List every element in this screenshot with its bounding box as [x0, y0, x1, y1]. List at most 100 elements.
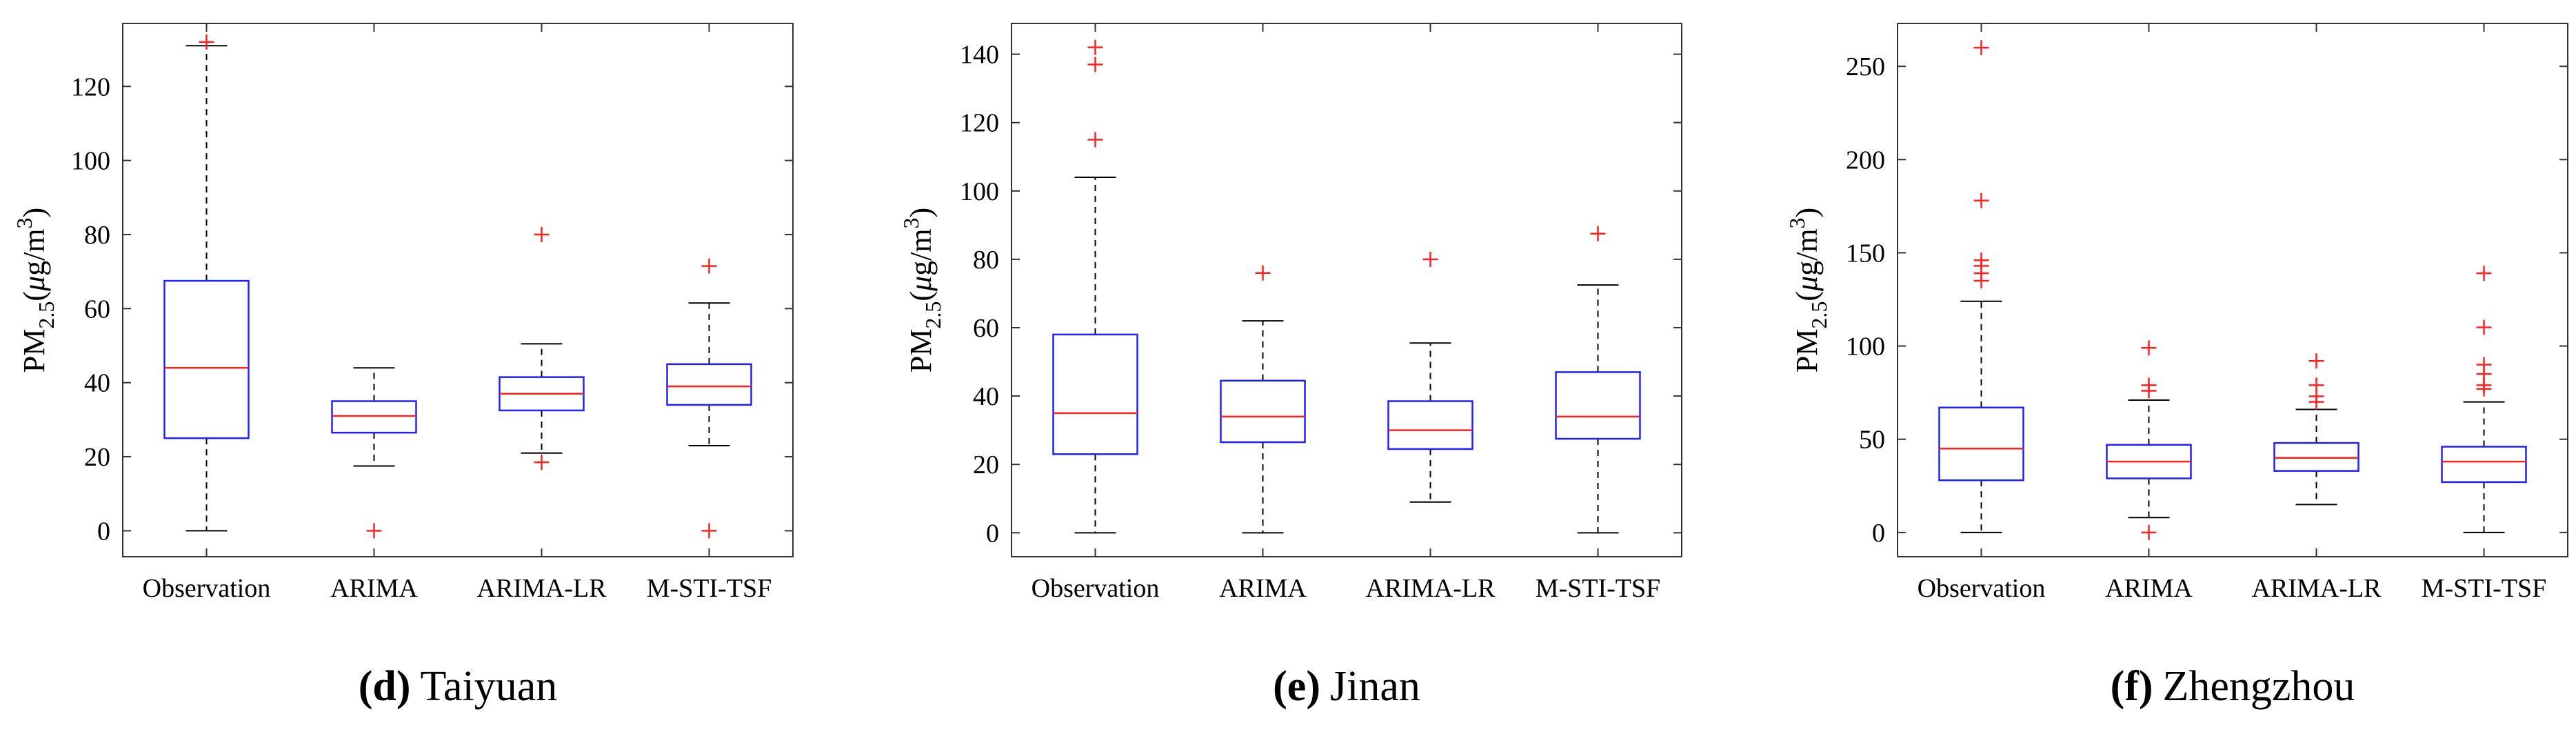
outlier-marker [701, 258, 717, 274]
outlier-marker [534, 455, 550, 470]
outlier-marker [534, 226, 550, 242]
outlier-marker [1973, 192, 1989, 208]
iqr-box [2273, 442, 2359, 472]
y-axis-label-ylabel-mu: μ [1790, 276, 1824, 292]
y-axis-label-ylabel-unit: g/m [1790, 228, 1824, 275]
y-axis-label-ylabel: PM [1790, 329, 1824, 373]
x-category-label: ARIMA [330, 574, 418, 603]
y-tick-label: 0 [986, 519, 999, 548]
caption-letter: (e) [1273, 663, 1320, 710]
y-tick-label: 100 [1846, 333, 1885, 361]
x-category-label: ARIMA-LR [477, 574, 607, 603]
panel-jinan: 0 20 40 60 80 100 120 140 Observation ARIMA ARIMA-… [898, 23, 1682, 710]
y-axis-label-ylabel-sup: 3 [12, 217, 37, 228]
x-category-label: M-STI-TSF [647, 574, 772, 603]
x-category-label: ARIMA-LR [2252, 574, 2382, 603]
outlier-marker [2141, 377, 2157, 393]
x-category-label: ARIMA-LR [1366, 574, 1496, 603]
y-axis-label-ylabel-sup: 3 [1784, 217, 1809, 228]
y-tick-label: 50 [1859, 426, 1885, 455]
outlier-marker [1255, 265, 1271, 281]
y-axis-label-ylabel-sub: 2.5 [920, 301, 945, 329]
y-tick-label: 40 [84, 369, 110, 398]
box-arima-lr [499, 226, 585, 470]
caption-letter: (f) [2111, 663, 2153, 710]
y-tick-label: 80 [973, 246, 999, 275]
iqr-box [1220, 379, 1306, 444]
y-axis-label-ylabel-unit-open: ( [17, 291, 51, 301]
iqr-box [1938, 406, 2024, 482]
iqr-box [1555, 371, 1641, 440]
box-arima [1220, 265, 1306, 534]
iqr-box [1387, 400, 1473, 450]
y-tick-label: 0 [97, 517, 110, 546]
x-category-label: ARIMA [1219, 574, 1307, 603]
axes-frame [1897, 23, 2568, 557]
outlier-marker [1087, 57, 1103, 72]
outlier-marker [1973, 252, 1989, 268]
y-tick-label: 60 [84, 295, 110, 324]
axes-frame [1011, 23, 1682, 557]
outlier-marker [1087, 132, 1103, 148]
box-observation [1938, 40, 2024, 533]
y-axis-label-ylabel-unit-open: ( [904, 291, 938, 301]
box-m-sti-tsf [666, 258, 752, 539]
x-category-label: M-STI-TSF [1536, 574, 1661, 603]
outlier-marker [1422, 251, 1438, 267]
box-arima [2106, 340, 2192, 540]
y-axis-label-ylabel-unit-close: ) [904, 208, 938, 218]
iqr-box [1052, 333, 1138, 455]
box-observation [163, 34, 250, 532]
y-axis-label-ylabel-sub: 2.5 [34, 301, 59, 329]
outlier-marker [1590, 226, 1606, 241]
y-axis-label-ylabel-sup: 3 [898, 217, 923, 228]
caption-city: Zhengzhou [2163, 663, 2355, 710]
x-category-label: M-STI-TSF [2422, 574, 2547, 603]
iqr-box [666, 363, 752, 406]
y-tick-label: 150 [1846, 239, 1885, 268]
y-axis-label-ylabel-mu: μ [904, 276, 938, 292]
caption-city: Taiyuan [420, 663, 557, 710]
y-tick-label: 60 [973, 314, 999, 343]
caption-letter: (d) [359, 663, 411, 710]
y-axis-label-ylabel-unit-close: ) [17, 208, 51, 218]
box-arima [331, 367, 417, 539]
outlier-marker [2476, 266, 2492, 281]
panel-caption: (f) Zhengzhou [2111, 663, 2355, 710]
outlier-marker [2141, 340, 2157, 356]
y-tick-label: 80 [84, 221, 110, 250]
y-axis-label-ylabel-mu: μ [17, 276, 51, 292]
y-tick-label: 100 [960, 177, 999, 206]
y-axis-label-ylabel-unit: g/m [17, 228, 51, 275]
y-axis-label-ylabel-unit-close: ) [1790, 208, 1824, 218]
y-axis-label: PM2.5(μg/m3) [1784, 208, 1831, 373]
y-axis-label-ylabel-sub: 2.5 [1807, 301, 1831, 329]
outlier-marker [2476, 319, 2492, 335]
y-axis-label: PM2.5(μg/m3) [898, 208, 945, 373]
outlier-marker [1087, 39, 1103, 55]
y-tick-label: 120 [71, 72, 110, 101]
x-category-label: Observation [1032, 574, 1160, 603]
y-axis-label-ylabel-unit: g/m [904, 228, 938, 275]
panel-caption: (d) Taiyuan [359, 663, 558, 710]
iqr-box [331, 400, 417, 434]
y-tick-label: 0 [1872, 519, 1885, 548]
y-tick-label: 40 [973, 382, 999, 411]
box-m-sti-tsf [1555, 226, 1641, 534]
panel-caption: (e) Jinan [1273, 663, 1420, 710]
y-tick-label: 140 [960, 41, 999, 70]
outlier-marker [366, 523, 382, 539]
outlier-marker [2476, 357, 2492, 373]
box-observation [1052, 39, 1138, 534]
box-arima-lr [1387, 251, 1473, 503]
outlier-marker [2308, 377, 2324, 393]
box-arima-lr [2273, 353, 2359, 506]
iqr-box [163, 279, 250, 439]
y-tick-label: 20 [973, 450, 999, 479]
panel-zhengzhou: 0 50 100 150 200 250 Observation ARIMA ARIMA-LR M… [1784, 23, 2568, 710]
y-axis-label-ylabel: PM [17, 329, 51, 373]
iqr-box [2441, 446, 2527, 484]
panel-taiyuan: 0 20 40 60 80 100 120 Observation ARIMA ARIMA-LR M… [12, 23, 794, 710]
axes-frame [122, 23, 794, 557]
